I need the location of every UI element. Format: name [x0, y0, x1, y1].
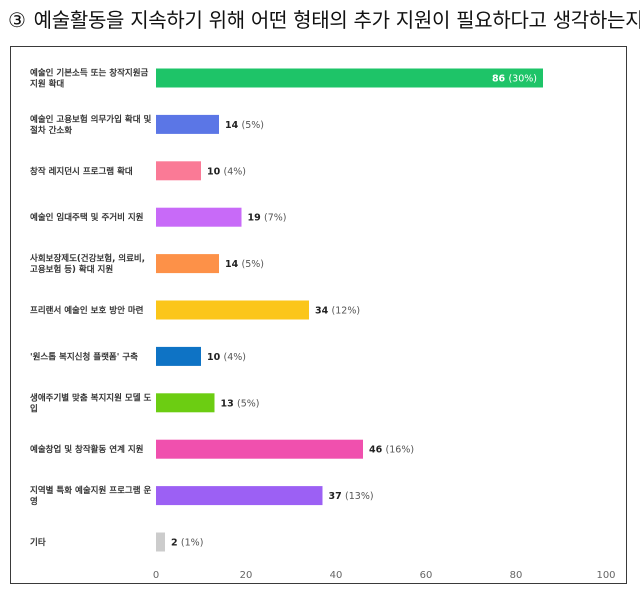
category-label: 사회보장제도(건강보험, 의료비, 고용보험 등) 확대 지원 [30, 253, 145, 275]
question-number: ③ [8, 8, 26, 32]
x-tick-label: 80 [510, 570, 523, 581]
value-label: 19 (7%) [248, 213, 287, 224]
x-tick-label: 20 [240, 570, 253, 581]
bar [156, 532, 165, 552]
value-label: 46 (16%) [369, 445, 414, 456]
value-label: 34 (12%) [315, 306, 360, 317]
x-tick-label: 40 [330, 570, 343, 581]
x-tick-label: 0 [153, 570, 159, 581]
x-tick-label: 100 [596, 570, 615, 581]
bar [156, 68, 543, 88]
category-label: 기타 [30, 537, 46, 548]
bar [156, 254, 219, 274]
bar [156, 346, 201, 366]
category-label: 예술인 고용보험 의무가입 확대 및 절차 간소화 [30, 114, 151, 136]
bar [156, 161, 201, 181]
bar [156, 207, 242, 227]
question-heading: ③ 예술활동을 지속하기 위해 어떤 형태의 추가 지원이 필요하다고 생각하는지 [8, 4, 640, 38]
category-label: 창작 레지던시 프로그램 확대 [30, 166, 133, 177]
value-label: 10 (4%) [207, 166, 246, 177]
value-label: 14 (5%) [225, 259, 264, 270]
bar [156, 486, 323, 506]
value-label: 86 (30%) [492, 74, 537, 85]
category-label: 프리랜서 예술인 보호 방안 마련 [30, 305, 144, 316]
category-label: 예술창업 및 창작활동 연계 지원 [30, 444, 144, 455]
question-text: 예술활동을 지속하기 위해 어떤 형태의 추가 지원이 필요하다고 생각하는지 [33, 8, 640, 32]
bar [156, 114, 219, 134]
category-label: 예술인 기본소득 또는 창작지원금 지원 확대 [30, 68, 149, 90]
value-label: 37 (13%) [329, 491, 374, 502]
value-label: 10 (4%) [207, 352, 246, 363]
x-tick-label: 60 [420, 570, 433, 581]
category-label: 예술인 임대주택 및 주거비 지원 [30, 212, 144, 223]
bar [156, 300, 309, 320]
value-label: 14 (5%) [225, 120, 264, 131]
bar [156, 439, 363, 459]
value-label: 13 (5%) [221, 398, 260, 409]
category-label: '원스톱 복지신청 플랫폼' 구축 [30, 351, 138, 362]
value-label: 2 (1%) [171, 538, 203, 549]
bar [156, 393, 215, 413]
